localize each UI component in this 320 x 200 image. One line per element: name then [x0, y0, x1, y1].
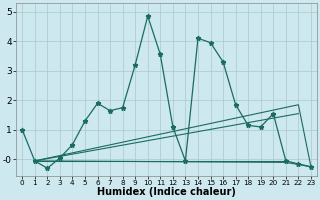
X-axis label: Humidex (Indice chaleur): Humidex (Indice chaleur)	[97, 187, 236, 197]
